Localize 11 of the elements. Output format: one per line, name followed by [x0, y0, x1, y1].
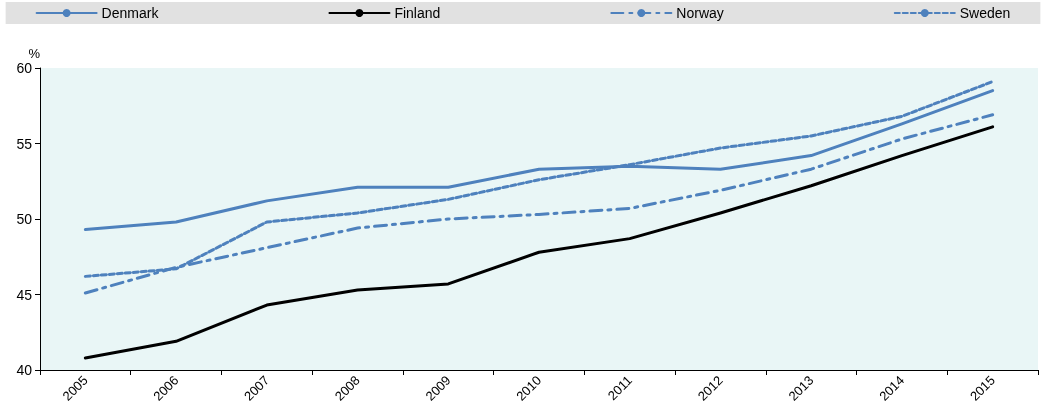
- line-series: [83, 125, 995, 360]
- legend-label: Norway: [676, 5, 724, 21]
- legend-label: Finland: [394, 5, 441, 21]
- y-tick-label: 40: [16, 362, 33, 378]
- y-tick-label: 55: [16, 135, 33, 152]
- legend-label: Denmark: [101, 5, 160, 21]
- y-axis-title: %: [28, 46, 41, 61]
- y-tick-label: 60: [16, 60, 33, 76]
- y-tick-label: 50: [16, 211, 33, 227]
- y-tick-label: 45: [16, 286, 33, 303]
- legend-label: Sweden: [959, 5, 1011, 21]
